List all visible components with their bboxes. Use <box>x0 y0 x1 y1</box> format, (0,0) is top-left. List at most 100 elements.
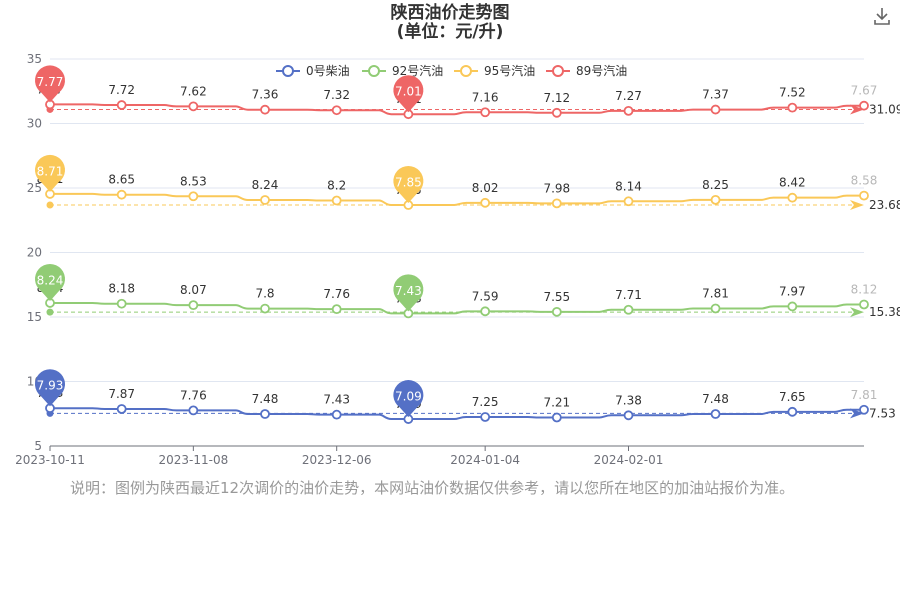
x-tick-label: 2023-10-11 <box>15 453 85 467</box>
data-label: 7.81 <box>851 388 878 402</box>
average-line-label: 31.09 <box>869 102 900 116</box>
data-label: 7.59 <box>472 289 499 303</box>
download-icon[interactable] <box>872 6 892 26</box>
max-pin <box>35 263 65 301</box>
data-label: 7.97 <box>779 284 806 298</box>
legend-marker <box>282 65 294 77</box>
data-point <box>623 410 634 421</box>
data-label: 8.53 <box>180 174 207 188</box>
series-line <box>50 103 864 116</box>
data-label: 7.76 <box>180 388 207 402</box>
data-label: 7.25 <box>472 395 499 409</box>
data-label: 7.55 <box>543 290 570 304</box>
data-point <box>710 303 721 314</box>
data-point <box>116 404 127 414</box>
data-point <box>480 412 491 422</box>
y-tick-label: 30 <box>27 117 42 131</box>
max-pin-label: 7.93 <box>37 379 64 393</box>
chart-subtitle: (单位：元/升) <box>396 22 504 42</box>
min-pin <box>393 274 424 312</box>
data-label: 7.32 <box>323 88 350 102</box>
chart-title-block: 陕西油价走势图 (单位：元/升) <box>0 4 900 42</box>
data-label: 8.24 <box>252 178 279 192</box>
min-pin <box>393 166 424 204</box>
data-label: 7.48 <box>252 392 279 406</box>
data-label: 7.71 <box>615 288 642 302</box>
data-point <box>859 190 869 201</box>
data-point <box>260 104 270 115</box>
data-point <box>260 303 270 314</box>
data-label: 7.76 <box>323 287 350 301</box>
data-label: 7.12 <box>543 91 570 105</box>
data-point <box>188 300 199 311</box>
data-label: 8.18 <box>108 282 135 296</box>
data-point <box>331 105 342 116</box>
min-pin-label: 7.85 <box>395 176 422 190</box>
average-line-label: 15.38 <box>869 305 900 319</box>
data-label: 7.16 <box>472 90 499 104</box>
data-point <box>480 107 491 118</box>
legend-label: 92号汽油 <box>392 63 443 78</box>
data-point <box>859 100 869 111</box>
average-line-arrow <box>850 307 864 318</box>
data-point <box>787 192 798 203</box>
data-point <box>859 299 869 310</box>
data-point <box>710 194 721 205</box>
data-label: 7.52 <box>779 86 806 100</box>
legend-label: 95号汽油 <box>484 63 535 78</box>
average-line-label: 7.53 <box>869 406 896 420</box>
max-pin-label: 8.24 <box>37 273 64 287</box>
data-point <box>260 409 270 419</box>
y-tick-label: 25 <box>27 181 42 195</box>
data-point <box>480 197 491 208</box>
average-line-arrow <box>850 104 864 115</box>
max-pin-label: 7.77 <box>37 75 64 89</box>
data-point <box>188 405 199 416</box>
data-label: 7.43 <box>323 393 350 407</box>
min-pin <box>393 75 424 113</box>
data-label: 7.72 <box>108 83 135 97</box>
legend-marker <box>552 65 564 77</box>
data-label: 7.65 <box>779 390 806 404</box>
chart-title: 陕西油价走势图 <box>390 3 510 23</box>
data-label: 7.27 <box>615 89 642 103</box>
data-point <box>331 304 342 315</box>
average-line-start <box>46 201 54 209</box>
average-line-arrow <box>850 408 864 419</box>
data-point <box>116 189 127 200</box>
x-tick-label: 2023-12-06 <box>302 453 372 467</box>
average-line-arrow <box>850 200 864 211</box>
data-point <box>551 107 562 118</box>
data-point <box>551 412 562 423</box>
x-tick-label: 2023-11-08 <box>158 453 228 467</box>
data-label: 7.81 <box>702 286 729 300</box>
data-point <box>188 101 199 112</box>
data-point <box>710 104 721 115</box>
data-point <box>710 409 721 419</box>
data-point <box>787 406 798 417</box>
x-tick-label: 2024-02-01 <box>594 453 664 467</box>
data-label: 7.8 <box>255 287 274 301</box>
data-point <box>116 100 127 110</box>
data-point <box>480 306 491 317</box>
data-label: 8.14 <box>615 179 642 193</box>
min-pin-label: 7.01 <box>395 85 422 99</box>
data-point <box>859 404 869 415</box>
series-line <box>50 407 864 421</box>
max-pin-label: 8.71 <box>37 164 64 178</box>
legend-marker <box>460 65 472 77</box>
data-label: 7.87 <box>108 387 135 401</box>
average-line-label: 23.68 <box>869 198 900 212</box>
data-point <box>623 105 634 116</box>
data-point <box>787 301 798 312</box>
average-line-start <box>46 308 54 316</box>
data-label: 8.65 <box>108 173 135 187</box>
data-label: 7.98 <box>543 181 570 195</box>
data-label: 7.62 <box>180 84 207 98</box>
legend-label: 89号汽油 <box>576 63 627 78</box>
y-tick-label: 5 <box>34 439 42 453</box>
data-point <box>116 298 127 309</box>
y-tick-label: 15 <box>27 310 42 324</box>
y-tick-label: 20 <box>27 246 42 260</box>
